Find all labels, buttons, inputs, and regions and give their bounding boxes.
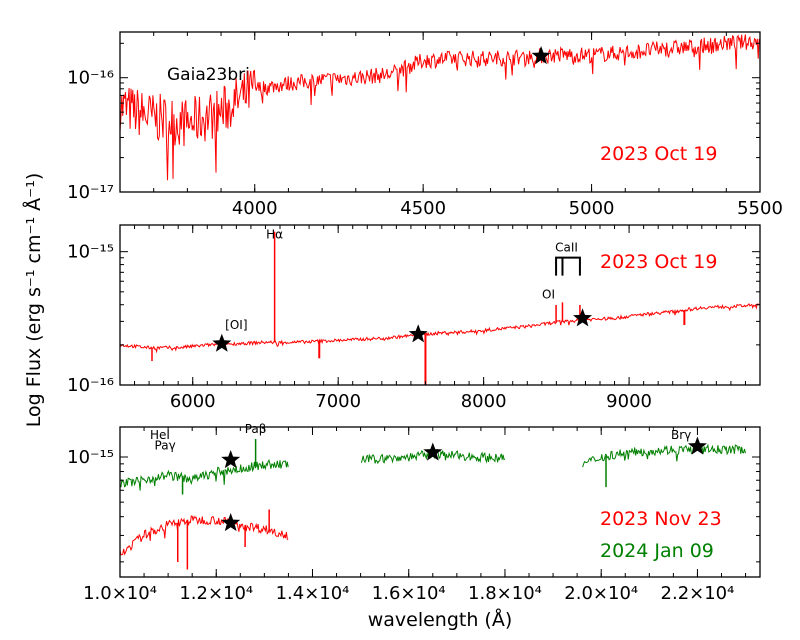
line-label: [OI] <box>225 318 247 332</box>
x-tick-label: 1.4×10⁴ <box>276 583 350 604</box>
date-label: 2023 Nov 23 <box>600 508 722 530</box>
y-tick-label: 10⁻¹⁶ <box>67 68 114 89</box>
line-label: Paγ <box>155 439 176 453</box>
x-tick-label: 9000 <box>606 391 652 412</box>
x-tick-label: 6000 <box>170 391 216 412</box>
x-tick-label: 8000 <box>461 391 507 412</box>
x-tick-label: 7000 <box>315 391 361 412</box>
x-tick-label: 2.2×10⁴ <box>661 583 735 604</box>
line-label: CaII <box>555 241 578 255</box>
photometry-star-marker <box>423 442 443 461</box>
x-tick-label: 4500 <box>400 198 446 219</box>
photometry-star-marker <box>687 436 707 455</box>
x-tick-label: 5000 <box>569 198 615 219</box>
x-tick-label: 1.0×10⁴ <box>83 583 157 604</box>
line-label: HeI <box>150 428 170 442</box>
x-tick-label: 1.6×10⁴ <box>372 583 446 604</box>
axes-frame-optical <box>119 224 761 386</box>
line-label: OI <box>542 287 555 301</box>
line-label: Paβ <box>245 422 267 436</box>
panel-optical-spectrum: 6000 7000 8000 9000 10⁻¹⁶ 10⁻¹⁵ [OI] Hα OI CaII 20… <box>67 224 761 412</box>
x-tick-label: 4000 <box>232 198 278 219</box>
object-name: Gaia23bri <box>167 65 250 85</box>
panel-blue-spectrum: Gaia23bri 4000 4500 5000 5500 10⁻¹⁷ 10⁻¹⁶ 2023… <box>67 31 783 219</box>
y-axis-label: Log Flux (erg s⁻¹ cm⁻¹ Å⁻¹) <box>22 173 45 427</box>
photometry-star-marker <box>221 513 241 532</box>
y-tick-label: 10⁻¹⁵ <box>67 447 114 468</box>
caii-bracket <box>555 256 581 276</box>
photometry-star-marker <box>408 324 428 343</box>
x-tick-label: 1.2×10⁴ <box>179 583 253 604</box>
line-label: Hα <box>266 227 283 241</box>
panel-nir-spectrum: 1.0×10⁴ 1.2×10⁴ 1.4×10⁴ 1.6×10⁴ 1.8×10⁴ 2.0×1… <box>67 422 761 604</box>
photometry-star-marker <box>221 450 241 469</box>
photometry-star-marker <box>573 308 593 327</box>
photometry-star-marker <box>531 46 551 65</box>
x-tick-label: 2.0×10⁴ <box>564 583 638 604</box>
x-axis-label: wavelength (Å) <box>368 608 513 631</box>
x-tick-label: 1.8×10⁴ <box>468 583 542 604</box>
photometry-star-marker <box>212 333 232 352</box>
date-label: 2023 Oct 19 <box>600 143 717 165</box>
spectrum-line-blue-0 <box>120 34 760 181</box>
y-tick-label: 10⁻¹⁷ <box>67 182 114 203</box>
y-tick-label: 10⁻¹⁶ <box>67 375 114 396</box>
spectrum-line-nir-0 <box>120 515 289 556</box>
y-tick-label: 10⁻¹⁵ <box>67 242 114 263</box>
date-label: 2023 Oct 19 <box>600 251 717 273</box>
spectrum-line-optical-0 <box>120 303 760 354</box>
line-label: Brγ <box>671 428 691 442</box>
x-tick-label: 5500 <box>737 198 783 219</box>
date-label: 2024 Jan 09 <box>600 540 714 562</box>
